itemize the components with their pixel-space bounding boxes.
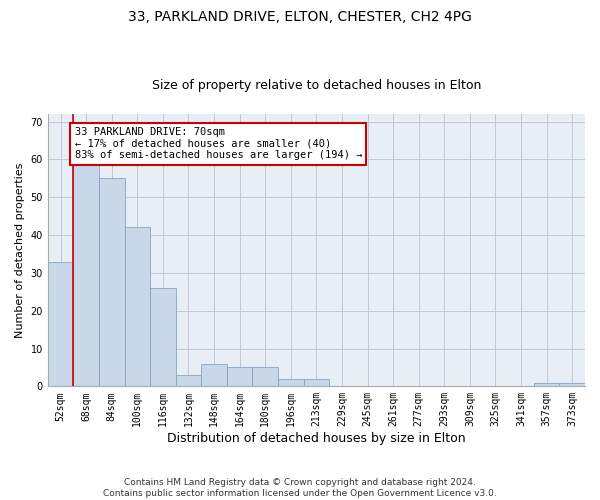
Y-axis label: Number of detached properties: Number of detached properties [15, 162, 25, 338]
Bar [201, 364, 227, 386]
Bar [73, 163, 99, 386]
Bar [278, 379, 304, 386]
Text: 33 PARKLAND DRIVE: 70sqm
← 17% of detached houses are smaller (40)
83% of semi-d: 33 PARKLAND DRIVE: 70sqm ← 17% of detach… [74, 127, 362, 160]
Bar [304, 379, 329, 386]
Bar [253, 368, 278, 386]
Bar [534, 382, 559, 386]
X-axis label: Distribution of detached houses by size in Elton: Distribution of detached houses by size … [167, 432, 466, 445]
Text: Contains HM Land Registry data © Crown copyright and database right 2024.
Contai: Contains HM Land Registry data © Crown c… [103, 478, 497, 498]
Bar [559, 382, 585, 386]
Text: 33, PARKLAND DRIVE, ELTON, CHESTER, CH2 4PG: 33, PARKLAND DRIVE, ELTON, CHESTER, CH2 … [128, 10, 472, 24]
Bar [227, 368, 253, 386]
Bar [99, 178, 125, 386]
Title: Size of property relative to detached houses in Elton: Size of property relative to detached ho… [152, 79, 481, 92]
Bar [48, 262, 73, 386]
Bar [125, 228, 150, 386]
Bar [176, 375, 201, 386]
Bar [150, 288, 176, 386]
